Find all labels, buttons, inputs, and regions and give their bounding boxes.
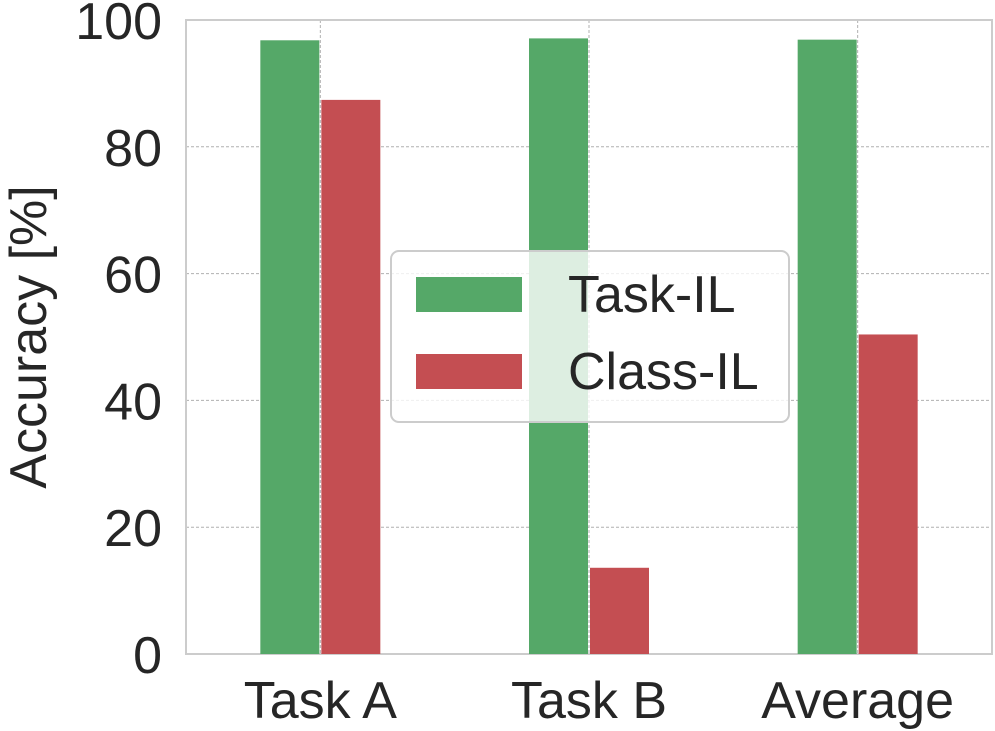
y-axis-label: Accuracy [%] <box>0 185 58 488</box>
y-tick-label: 40 <box>104 373 162 431</box>
bars <box>260 38 918 655</box>
legend-swatch <box>416 354 522 389</box>
bar-class-il-1 <box>590 567 649 654</box>
legend: Task-IL Class-IL <box>390 250 790 423</box>
x-tick-label: Task A <box>244 672 397 730</box>
bar-class-il-0 <box>321 99 381 654</box>
y-tick-label: 100 <box>75 0 162 51</box>
y-tick-labels: 0 20 40 60 80 100 <box>75 0 162 685</box>
legend-label: Task-IL <box>568 266 736 324</box>
y-tick-label: 80 <box>104 120 162 178</box>
bar-task-il-2 <box>797 39 857 655</box>
legend-label: Class-IL <box>568 343 759 401</box>
plot-frame <box>185 19 993 655</box>
x-tick-labels: Task A Task B Average <box>244 672 954 730</box>
bar-class-il-2 <box>858 334 918 654</box>
legend-swatch <box>416 277 522 312</box>
y-tick-label: 20 <box>104 500 162 558</box>
x-tick-label: Task B <box>511 672 667 730</box>
y-tick-label: 60 <box>104 247 162 305</box>
y-tick-label: 0 <box>133 627 162 685</box>
x-tick-label: Average <box>761 672 954 730</box>
bar-task-il-0 <box>260 40 320 654</box>
